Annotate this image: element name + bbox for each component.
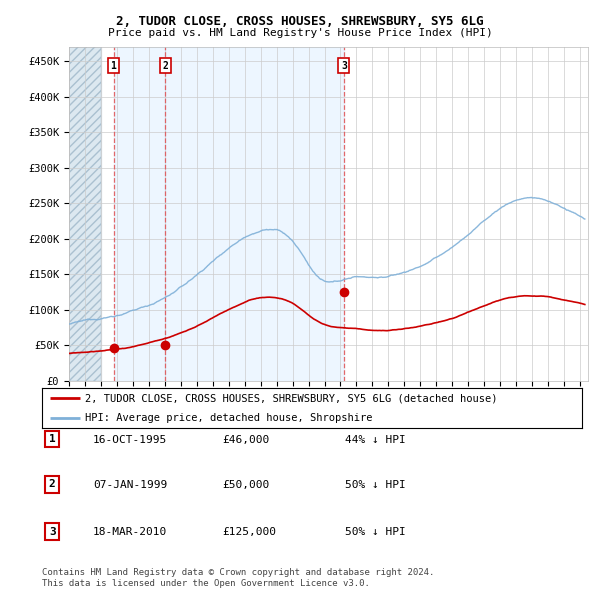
Text: 2: 2 (162, 61, 168, 71)
Bar (69, 47, 101, 381)
Text: 16-OCT-1995: 16-OCT-1995 (93, 435, 167, 444)
Bar (165, 47, 344, 381)
Text: This data is licensed under the Open Government Licence v3.0.: This data is licensed under the Open Gov… (42, 579, 370, 588)
Text: 18-MAR-2010: 18-MAR-2010 (93, 527, 167, 537)
Bar (69, 47, 101, 381)
Text: 2, TUDOR CLOSE, CROSS HOUSES, SHREWSBURY, SY5 6LG (detached house): 2, TUDOR CLOSE, CROSS HOUSES, SHREWSBURY… (85, 394, 498, 404)
Text: 3: 3 (341, 61, 347, 71)
Bar (113, 47, 165, 381)
Text: 2, TUDOR CLOSE, CROSS HOUSES, SHREWSBURY, SY5 6LG: 2, TUDOR CLOSE, CROSS HOUSES, SHREWSBURY… (116, 15, 484, 28)
Text: 3: 3 (49, 527, 56, 536)
Text: £46,000: £46,000 (222, 435, 269, 444)
Text: 1: 1 (110, 61, 116, 71)
Text: 50% ↓ HPI: 50% ↓ HPI (345, 480, 406, 490)
Text: 44% ↓ HPI: 44% ↓ HPI (345, 435, 406, 444)
Text: £125,000: £125,000 (222, 527, 276, 537)
Text: £50,000: £50,000 (222, 480, 269, 490)
Text: 50% ↓ HPI: 50% ↓ HPI (345, 527, 406, 537)
Text: 1: 1 (49, 434, 56, 444)
Text: 2: 2 (49, 480, 56, 489)
Text: Price paid vs. HM Land Registry's House Price Index (HPI): Price paid vs. HM Land Registry's House … (107, 28, 493, 38)
Text: HPI: Average price, detached house, Shropshire: HPI: Average price, detached house, Shro… (85, 413, 373, 422)
Text: 07-JAN-1999: 07-JAN-1999 (93, 480, 167, 490)
Text: Contains HM Land Registry data © Crown copyright and database right 2024.: Contains HM Land Registry data © Crown c… (42, 568, 434, 576)
